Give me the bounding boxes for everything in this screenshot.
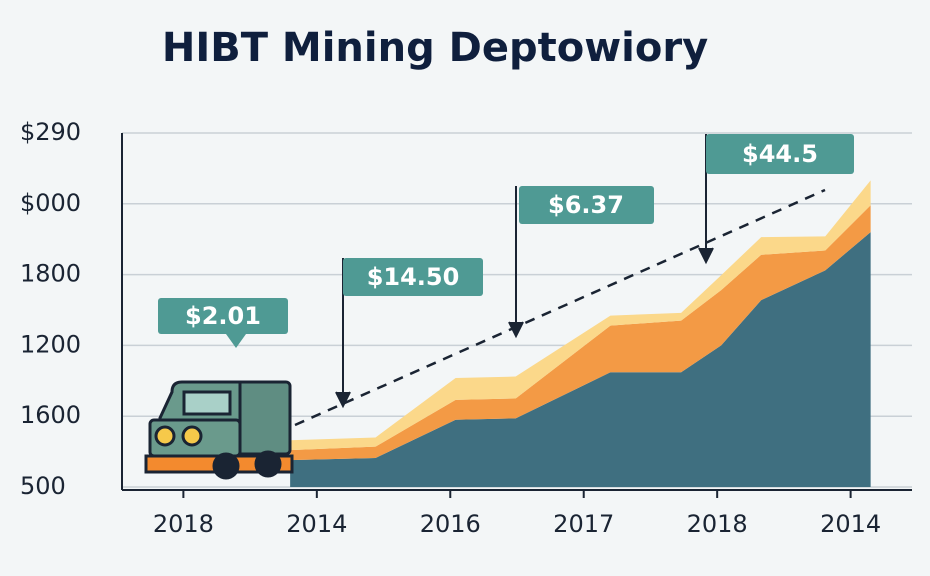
callout: $44.5 (706, 134, 854, 174)
chart-title: HIBT Mining Deptowiory (162, 25, 708, 71)
area (290, 232, 871, 487)
annotation: $6.37 (548, 191, 624, 219)
y-tick-label: $000 (20, 189, 81, 217)
x-tick-label: 2018 (687, 510, 748, 538)
y-tick-label: 500 (20, 472, 66, 500)
y-tick-label: 1200 (20, 330, 81, 358)
callout: $14.50 (343, 258, 483, 296)
callout: $6.37 (519, 186, 654, 224)
x-tick-label: 2018 (153, 510, 214, 538)
y-tick-label: 1600 (20, 401, 81, 429)
truck-illustration (144, 380, 294, 480)
x-tick-label: 2014 (286, 510, 347, 538)
y-tick-label: $290 (20, 118, 81, 146)
x-tick-label: 2016 (420, 510, 481, 538)
annotation: $2.01 (185, 302, 261, 330)
y-tick-label: 1800 (20, 260, 81, 288)
callout: $2.01 (158, 298, 288, 348)
trend-line (294, 188, 826, 427)
x-tick-label: 2017 (553, 510, 614, 538)
x-tick-label: 2014 (820, 510, 881, 538)
annotation: $44.5 (742, 140, 818, 168)
annotation: $14.50 (367, 263, 460, 291)
